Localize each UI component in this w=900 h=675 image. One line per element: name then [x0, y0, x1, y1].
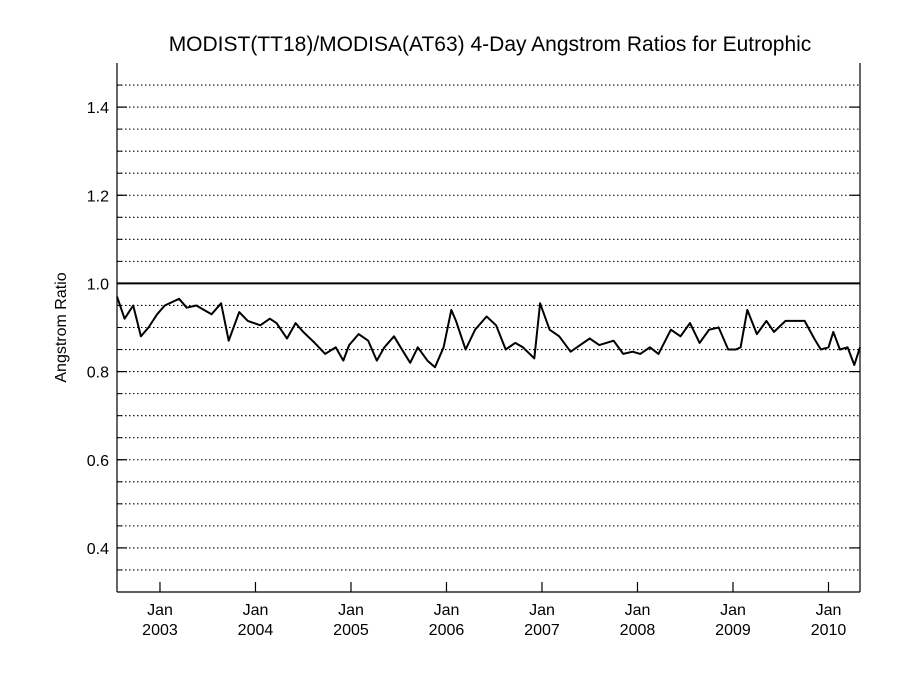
x-tick-year: 2008 — [620, 622, 656, 639]
x-tick-month: Jan — [338, 602, 364, 619]
y-tick-label: 1.0 — [87, 276, 109, 293]
y-tick-label: 0.8 — [87, 365, 109, 382]
axes — [116, 63, 861, 593]
x-tick-year: 2009 — [715, 622, 751, 639]
x-tick-year: 2003 — [142, 622, 178, 639]
x-tick-month: Jan — [434, 602, 460, 619]
x-tick-year: 2007 — [524, 622, 560, 639]
x-tick-month: Jan — [816, 602, 842, 619]
x-tick-month: Jan — [720, 602, 746, 619]
x-tick-month: Jan — [243, 602, 269, 619]
x-tick-month: Jan — [147, 602, 173, 619]
x-tick-month: Jan — [625, 602, 651, 619]
y-tick-label: 1.2 — [87, 188, 109, 205]
y-axis-label: Angstrom Ratio — [53, 272, 70, 382]
x-tick-year: 2004 — [238, 622, 274, 639]
chart-title: MODIST(TT18)/MODISA(AT63) 4-Day Angstrom… — [169, 33, 812, 56]
x-ticks: Jan 2003 Jan 2004 Jan 2005 Jan 2006 Jan 2007 Jan 20… — [142, 582, 846, 639]
x-tick-month: Jan — [529, 602, 555, 619]
y-tick-label: 0.4 — [87, 541, 109, 558]
series-line-1 — [116, 296, 861, 369]
x-tick-year: 2006 — [429, 622, 465, 639]
grid-lines — [117, 84, 860, 571]
series-group — [116, 296, 861, 369]
y-tick-label: 1.4 — [87, 100, 109, 117]
x-tick-year: 2010 — [811, 622, 847, 639]
y-tick-label: 0.6 — [87, 453, 109, 470]
x-tick-year: 2005 — [333, 622, 369, 639]
y-ticks: 0.4 0.6 0.8 1.0 1.2 1.4 — [87, 84, 860, 571]
